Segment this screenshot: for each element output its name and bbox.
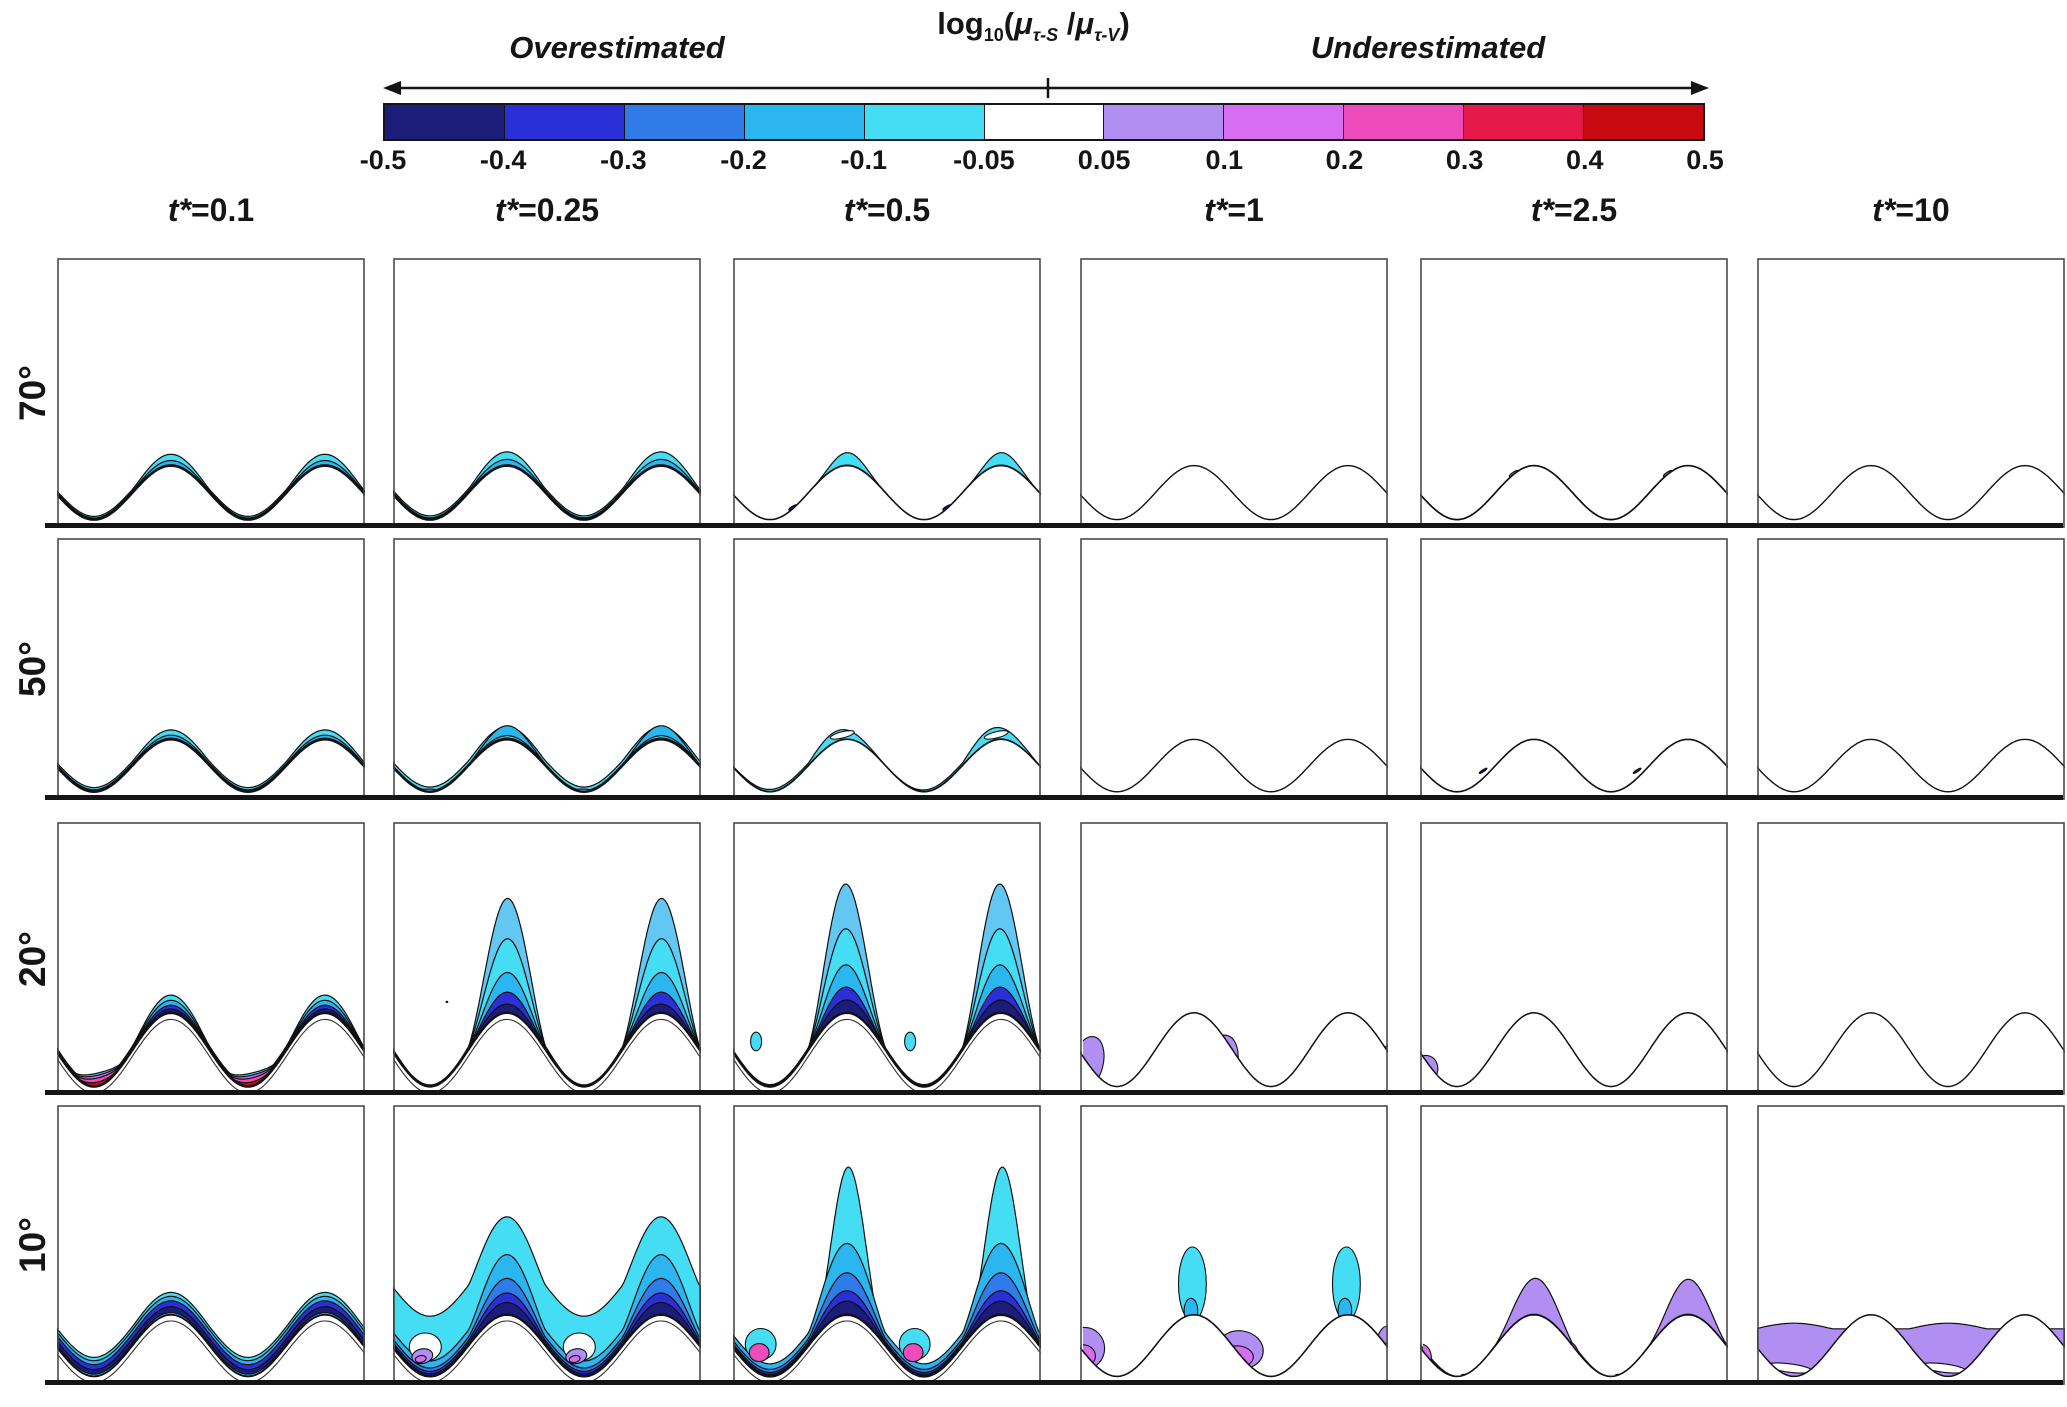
colorbar bbox=[383, 103, 1705, 141]
tstar-symbol: t* bbox=[1872, 192, 1896, 228]
panel-r1-c0 bbox=[57, 538, 365, 800]
colorbar-segment bbox=[1584, 105, 1703, 139]
title-close-paren: ) bbox=[1119, 6, 1130, 41]
colorbar-ticks: -0.5 -0.4 -0.3 -0.2 -0.1 -0.05 0.05 0.1 0.2 0.3 0.… bbox=[360, 145, 1724, 179]
panel-r3-c1 bbox=[393, 1105, 701, 1385]
colorbar-segment bbox=[1464, 105, 1585, 139]
colorbar-segment bbox=[1104, 105, 1225, 139]
panel-r2-c2 bbox=[733, 822, 1041, 1095]
title-slash: / bbox=[1058, 6, 1076, 41]
panel-r1-c4 bbox=[1420, 538, 1728, 800]
colorbar-tick: 0.4 bbox=[1566, 145, 1604, 175]
tstar-value: =1 bbox=[1227, 192, 1264, 228]
column-header-t0: t*=0.1 bbox=[168, 192, 254, 229]
title-log-sub: 10 bbox=[983, 25, 1004, 46]
panel-r3-c3 bbox=[1080, 1105, 1388, 1385]
figure-title: log10(μτ-S /μτ-V) bbox=[0, 6, 2067, 46]
tstar-symbol: t* bbox=[1204, 192, 1228, 228]
colorbar-tick: 0.1 bbox=[1205, 145, 1244, 175]
row-baseline bbox=[45, 795, 2063, 800]
tstar-value: =0.5 bbox=[866, 192, 931, 228]
tstar-symbol: t* bbox=[1530, 192, 1554, 228]
panel-r1-c5 bbox=[1757, 538, 2065, 800]
panel-r3-c2 bbox=[733, 1105, 1041, 1385]
colorbar-segment bbox=[1224, 105, 1345, 139]
panel-r2-c3 bbox=[1080, 822, 1388, 1095]
panel-r1-c1 bbox=[393, 538, 701, 800]
title-mu1-sub: τ-S bbox=[1032, 25, 1059, 46]
colorbar-tick: 0.05 bbox=[1077, 145, 1131, 175]
row-baseline bbox=[45, 1380, 2063, 1385]
tstar-symbol: t* bbox=[167, 192, 191, 228]
panel-r3-c5 bbox=[1757, 1105, 2065, 1385]
tstar-symbol: t* bbox=[494, 192, 519, 228]
title-mu1: μ bbox=[1014, 6, 1033, 41]
colorbar-segment bbox=[624, 105, 745, 139]
panel-r1-c2 bbox=[733, 538, 1041, 800]
row-baseline bbox=[45, 1090, 2063, 1095]
column-header-t3: t*=1 bbox=[1204, 192, 1264, 229]
overestimated-label: Overestimated bbox=[509, 30, 725, 65]
double-arrow-icon bbox=[383, 78, 1709, 98]
panel-r0-c0 bbox=[57, 258, 365, 528]
tstar-value: =10 bbox=[1895, 192, 1950, 228]
column-header-t5: t*=10 bbox=[1872, 192, 1949, 229]
colorbar-segment bbox=[744, 105, 865, 139]
colorbar-tick: -0.2 bbox=[720, 145, 767, 175]
colorbar-tick: -0.1 bbox=[840, 145, 887, 175]
colorbar-tick: -0.05 bbox=[953, 145, 1015, 175]
panel-r0-c3 bbox=[1080, 258, 1388, 528]
title-log: log bbox=[937, 6, 984, 41]
panel-r2-c5 bbox=[1757, 822, 2065, 1095]
column-header-t2: t*=0.5 bbox=[844, 192, 930, 229]
panel-r3-c0 bbox=[57, 1105, 365, 1385]
colorbar-tick: -0.3 bbox=[600, 145, 647, 175]
colorbar-segment bbox=[864, 105, 985, 139]
panel-r2-c0 bbox=[57, 822, 365, 1095]
colorbar-tick: -0.4 bbox=[479, 145, 527, 175]
title-mu2: μ bbox=[1075, 6, 1095, 41]
title-open-paren: ( bbox=[1003, 6, 1015, 41]
tstar-value: =2.5 bbox=[1553, 192, 1618, 228]
colorbar-tick: -0.5 bbox=[359, 145, 407, 175]
panel-r0-c4 bbox=[1420, 258, 1728, 528]
tstar-symbol: t* bbox=[843, 192, 867, 228]
colorbar-segment bbox=[504, 105, 625, 139]
tstar-value: =0.25 bbox=[518, 192, 600, 228]
panel-r0-c5 bbox=[1757, 258, 2065, 528]
column-header-t4: t*=2.5 bbox=[1531, 192, 1617, 229]
panel-r0-c1 bbox=[393, 258, 701, 528]
panel-r3-c4 bbox=[1420, 1105, 1728, 1385]
colorbar-tick: 0.5 bbox=[1686, 145, 1724, 175]
panel-r0-c2 bbox=[733, 258, 1041, 528]
colorbar-segment bbox=[1344, 105, 1465, 139]
colorbar-tick: 0.3 bbox=[1445, 145, 1484, 175]
panel-r2-c1 bbox=[393, 822, 701, 1095]
colorbar-segment bbox=[984, 105, 1105, 139]
tstar-value: =0.1 bbox=[190, 192, 255, 228]
colorbar-tick: 0.2 bbox=[1325, 145, 1364, 175]
column-header-t1: t*=0.25 bbox=[495, 192, 599, 229]
panel-r2-c4 bbox=[1420, 822, 1728, 1095]
panel-r1-c3 bbox=[1080, 538, 1388, 800]
colorbar-segment bbox=[385, 105, 505, 139]
row-baseline bbox=[45, 523, 2063, 528]
title-mu2-sub: τ-V bbox=[1094, 25, 1120, 46]
underestimated-label: Underestimated bbox=[1310, 30, 1546, 65]
